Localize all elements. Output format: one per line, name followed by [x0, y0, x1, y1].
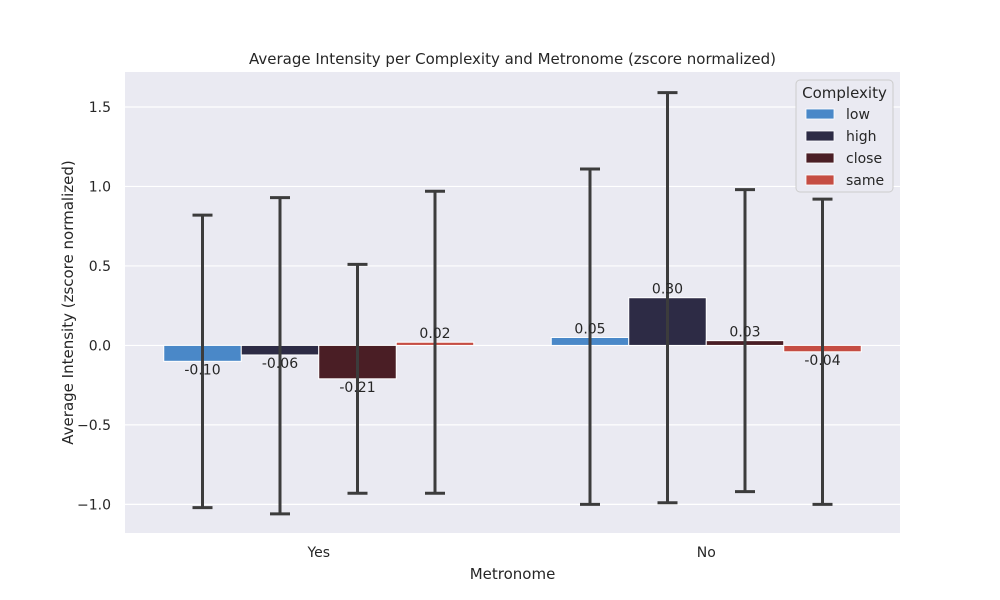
legend-swatch [805, 130, 835, 142]
y-tick-label: 0.5 [89, 259, 111, 275]
y-axis-label: Average Intensity (zscore normalized) [59, 160, 77, 444]
error-bars [192, 91, 833, 516]
y-tick-label: −0.5 [77, 418, 111, 434]
data-labels: -0.10 0.05 -0.06 0.30 -0.21 0.03 0.02 -0.04 [184, 282, 840, 396]
y-tick-label: 1.0 [89, 179, 111, 195]
x-tick-label: Yes [306, 545, 330, 561]
legend-label: close [846, 151, 882, 167]
y-tick-label: 1.5 [89, 100, 111, 116]
data-label: -0.10 [184, 362, 220, 378]
x-tick-label: No [697, 545, 716, 561]
data-label: 0.30 [652, 282, 683, 298]
y-tick-label: −1.0 [77, 497, 111, 513]
data-label: 0.03 [729, 325, 760, 341]
legend-swatch [805, 152, 835, 164]
data-label: 0.05 [574, 321, 605, 337]
legend-swatch [805, 108, 835, 120]
legend-box [795, 79, 894, 193]
legend-items: low high close same [805, 107, 884, 189]
legend-swatch [805, 174, 835, 186]
legend: Complexity low high close same [795, 79, 894, 193]
legend-title: Complexity [802, 84, 887, 102]
y-tick-labels: 1.5 1.0 0.5 0.0 −0.5 −1.0 [77, 100, 111, 513]
data-label: -0.06 [262, 356, 298, 372]
data-label: -0.04 [804, 353, 840, 369]
legend-label: low [846, 107, 870, 123]
data-label: -0.21 [339, 380, 375, 396]
data-label: 0.02 [419, 326, 450, 342]
legend-label: high [846, 129, 877, 145]
chart-title: Average Intensity per Complexity and Met… [249, 50, 776, 68]
x-tick-labels: Yes No [306, 545, 715, 561]
x-axis-label: Metronome [470, 565, 556, 583]
legend-label: same [846, 173, 884, 189]
y-tick-label: 0.0 [89, 338, 111, 354]
plot-area [125, 72, 900, 533]
